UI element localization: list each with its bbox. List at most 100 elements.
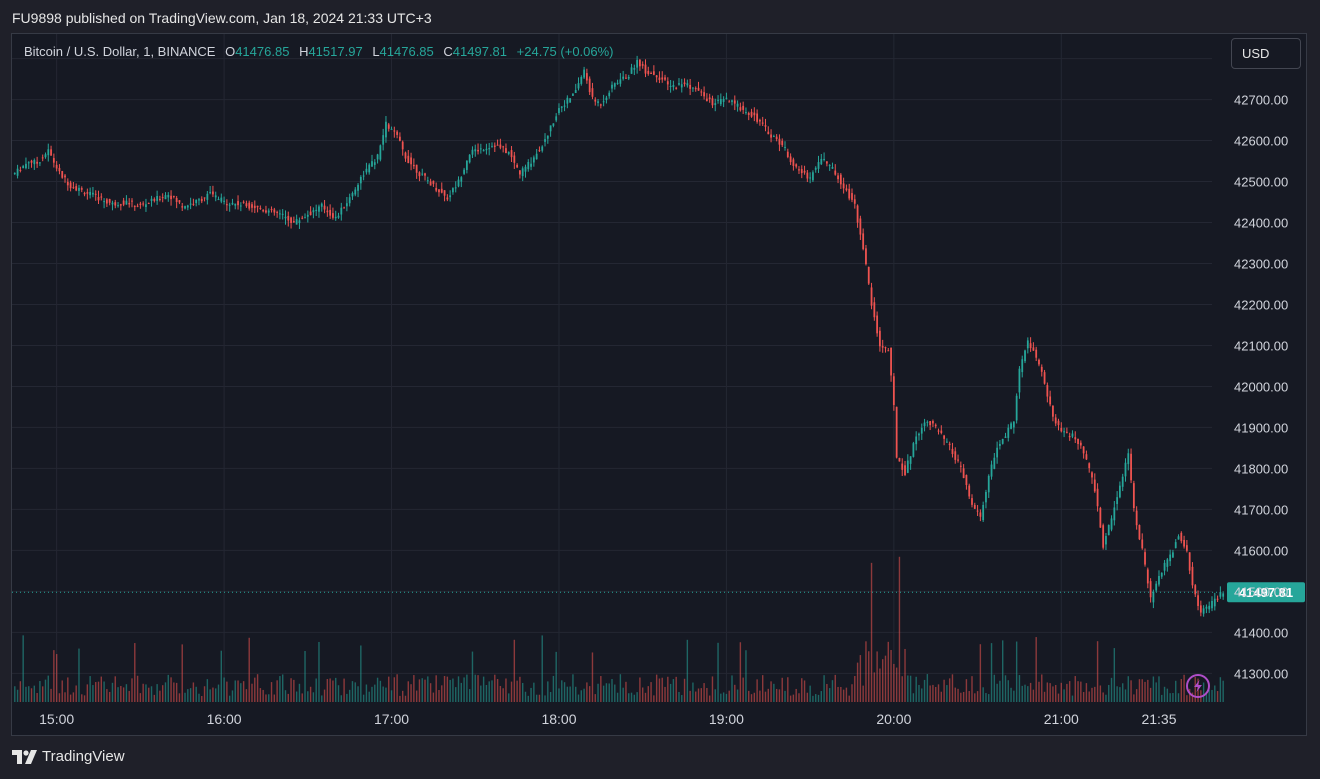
volume-bar xyxy=(485,685,488,702)
candle-body xyxy=(750,111,753,117)
volume-bar xyxy=(421,678,423,702)
volume-bar xyxy=(658,678,661,702)
candle-body xyxy=(619,79,622,84)
volume-bar xyxy=(630,692,633,702)
candle-body xyxy=(923,422,926,427)
volume-bar xyxy=(544,695,546,702)
x-tick-label: 18:00 xyxy=(541,711,576,727)
candle-body xyxy=(1077,438,1079,444)
volume-bar xyxy=(907,675,909,702)
candle-body xyxy=(80,188,83,190)
volume-bar xyxy=(840,686,842,702)
volume-bar xyxy=(92,685,94,702)
candle-body xyxy=(131,200,133,202)
candle-body xyxy=(658,77,661,80)
volume-bar xyxy=(89,676,91,702)
volume-bar xyxy=(16,689,19,702)
volume-bar xyxy=(625,681,627,702)
candle-body xyxy=(912,443,915,457)
volume-bar xyxy=(971,676,973,702)
close-label: C xyxy=(443,44,453,59)
candle-body xyxy=(809,177,812,179)
candle-body xyxy=(971,498,973,505)
candle-body xyxy=(97,197,100,201)
volume-bar xyxy=(510,681,513,702)
candle-body xyxy=(55,164,58,169)
candle-body xyxy=(1141,539,1144,549)
candle-body xyxy=(968,485,971,497)
volume-bar xyxy=(281,674,284,702)
volume-bar xyxy=(1202,682,1205,702)
candle-body xyxy=(767,131,770,135)
symbol-label[interactable]: Bitcoin / U.S. Dollar, 1, BINANCE xyxy=(24,44,216,59)
volume-bar xyxy=(775,688,778,702)
candle-body xyxy=(279,213,281,215)
volume-bar xyxy=(683,678,686,702)
volume-bar xyxy=(178,693,181,702)
candle-body xyxy=(814,167,817,170)
volume-bar xyxy=(1172,692,1174,702)
volume-bar xyxy=(915,676,917,702)
volume-bar xyxy=(602,685,605,702)
footer-brand[interactable]: TradingView xyxy=(12,748,125,765)
volume-bar xyxy=(1038,681,1040,702)
candle-body xyxy=(1060,427,1063,432)
volume-bar xyxy=(879,668,881,702)
candle-body xyxy=(784,146,786,148)
volume-bar xyxy=(748,690,750,702)
candle-body xyxy=(560,106,563,108)
volume-bar xyxy=(505,678,507,702)
candle-body xyxy=(209,192,212,194)
volume-bar xyxy=(301,693,303,702)
candle-body xyxy=(292,221,295,223)
volume-bar xyxy=(491,680,493,702)
candle-body xyxy=(36,161,39,164)
candle-body xyxy=(608,92,611,97)
volume-bar xyxy=(1180,679,1183,702)
volume-bar xyxy=(242,681,245,702)
lightning-icon[interactable] xyxy=(1186,674,1210,698)
candle-body xyxy=(1222,593,1225,597)
candle-body xyxy=(435,187,438,191)
chart-panel[interactable]: 41497.81 42800.0042700.0042600.0042500.0… xyxy=(11,33,1307,736)
volume-bar xyxy=(742,677,744,702)
candle-body xyxy=(890,347,892,376)
volume-bar xyxy=(745,650,747,702)
candle-body xyxy=(625,77,627,79)
volume-bar xyxy=(1141,679,1143,702)
candle-body xyxy=(1119,485,1121,498)
candle-body xyxy=(368,164,371,173)
volume-bar xyxy=(100,676,103,702)
candle-body xyxy=(873,302,876,318)
candle-body xyxy=(362,175,365,177)
candle-body xyxy=(962,468,965,479)
candle-body xyxy=(823,158,825,160)
candle-body xyxy=(359,176,362,184)
volume-bar xyxy=(795,688,797,702)
volume-bar xyxy=(106,689,108,702)
candle-body xyxy=(1035,349,1038,358)
volume-bar xyxy=(83,695,86,702)
candle-body xyxy=(156,196,159,201)
volume-bar xyxy=(396,674,398,702)
currency-button[interactable]: USD xyxy=(1231,38,1301,69)
y-tick-label: 42100.00 xyxy=(1234,338,1288,353)
volume-bar xyxy=(817,694,820,702)
candle-body xyxy=(965,475,968,485)
candle-body xyxy=(1149,581,1152,598)
price-chart[interactable]: 41497.81 42800.0042700.0042600.0042500.0… xyxy=(12,34,1306,735)
candle-body xyxy=(1191,566,1194,586)
volume-bar xyxy=(404,695,407,702)
volume-bar xyxy=(681,695,683,702)
x-tick-label: 19:00 xyxy=(709,711,744,727)
y-tick-label: 41600.00 xyxy=(1234,543,1288,558)
candle-body xyxy=(1172,552,1174,558)
candle-body xyxy=(756,113,759,122)
candle-body xyxy=(276,211,279,213)
volume-bar xyxy=(69,694,72,702)
candle-body xyxy=(1174,542,1177,549)
candle-body xyxy=(599,104,602,106)
candle-body xyxy=(856,205,859,223)
candle-body xyxy=(535,153,538,160)
volume-bar xyxy=(965,679,968,702)
